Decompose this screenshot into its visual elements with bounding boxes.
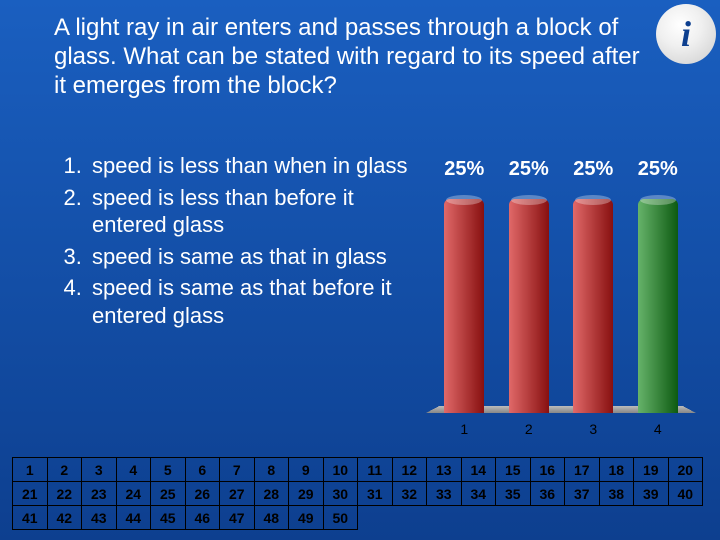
- responder-number-grid: 1234567891011121314151617181920212223242…: [12, 457, 703, 530]
- responder-cell[interactable]: 34: [461, 482, 496, 506]
- responder-cell[interactable]: 13: [427, 458, 462, 482]
- chart-percent-label: 25%: [509, 158, 549, 181]
- response-bar-chart: 25% 25% 25% 25% 1234: [432, 158, 690, 418]
- responder-cell[interactable]: 24: [116, 482, 151, 506]
- responder-cell[interactable]: 48: [254, 506, 289, 530]
- grid-empty: [358, 506, 393, 530]
- responder-cell[interactable]: 18: [599, 458, 634, 482]
- responder-cell[interactable]: 1: [13, 458, 48, 482]
- responder-cell[interactable]: 17: [565, 458, 600, 482]
- responder-cell[interactable]: 12: [392, 458, 427, 482]
- responder-cell[interactable]: 25: [151, 482, 186, 506]
- responder-cell[interactable]: 31: [358, 482, 393, 506]
- grid-empty: [565, 506, 600, 530]
- responder-cell[interactable]: 21: [13, 482, 48, 506]
- responder-cell[interactable]: 20: [668, 458, 703, 482]
- responder-cell[interactable]: 40: [668, 482, 703, 506]
- responder-cell[interactable]: 9: [289, 458, 324, 482]
- question-text: A light ray in air enters and passes thr…: [54, 14, 640, 100]
- responder-cell[interactable]: 49: [289, 506, 324, 530]
- grid-empty: [461, 506, 496, 530]
- responder-cell[interactable]: 22: [47, 482, 82, 506]
- responder-cell[interactable]: 38: [599, 482, 634, 506]
- answer-option[interactable]: speed is same as that before it entered …: [88, 274, 422, 329]
- responder-cell[interactable]: 41: [13, 506, 48, 530]
- chart-x-label: 3: [573, 421, 613, 437]
- answer-list: speed is less than when in glass speed is…: [54, 152, 422, 333]
- responder-cell[interactable]: 4: [116, 458, 151, 482]
- responder-cell[interactable]: 3: [82, 458, 117, 482]
- grid-empty: [496, 506, 531, 530]
- responder-cell[interactable]: 50: [323, 506, 358, 530]
- responder-cell[interactable]: 47: [220, 506, 255, 530]
- responder-cell[interactable]: 27: [220, 482, 255, 506]
- responder-cell[interactable]: 7: [220, 458, 255, 482]
- responder-cell[interactable]: 35: [496, 482, 531, 506]
- answer-option[interactable]: speed is less than before it entered gla…: [88, 184, 422, 239]
- grid-empty: [599, 506, 634, 530]
- responder-cell[interactable]: 23: [82, 482, 117, 506]
- chart-x-label: 2: [509, 421, 549, 437]
- grid-empty: [530, 506, 565, 530]
- chart-bar: 2: [509, 199, 549, 413]
- responder-cell[interactable]: 43: [82, 506, 117, 530]
- responder-cell[interactable]: 19: [634, 458, 669, 482]
- responder-cell[interactable]: 11: [358, 458, 393, 482]
- chart-percent-label: 25%: [638, 158, 678, 181]
- chart-bar: 3: [573, 199, 613, 413]
- chart-percent-label: 25%: [573, 158, 613, 181]
- responder-cell[interactable]: 44: [116, 506, 151, 530]
- responder-cell[interactable]: 45: [151, 506, 186, 530]
- grid-empty: [668, 506, 703, 530]
- chart-x-label: 4: [638, 421, 678, 437]
- chart-bar: 4: [638, 199, 678, 413]
- answer-option[interactable]: speed is same as that in glass: [88, 243, 422, 271]
- responder-cell[interactable]: 14: [461, 458, 496, 482]
- responder-cell[interactable]: 36: [530, 482, 565, 506]
- grid-empty: [427, 506, 462, 530]
- chart-x-label: 1: [444, 421, 484, 437]
- responder-cell[interactable]: 30: [323, 482, 358, 506]
- responder-cell[interactable]: 5: [151, 458, 186, 482]
- responder-cell[interactable]: 6: [185, 458, 220, 482]
- responder-cell[interactable]: 42: [47, 506, 82, 530]
- answer-option[interactable]: speed is less than when in glass: [88, 152, 422, 180]
- chart-percent-label: 25%: [444, 158, 484, 181]
- responder-cell[interactable]: 32: [392, 482, 427, 506]
- info-logo-icon: i: [656, 4, 716, 64]
- chart-bar: 1: [444, 199, 484, 413]
- responder-cell[interactable]: 2: [47, 458, 82, 482]
- grid-empty: [634, 506, 669, 530]
- responder-cell[interactable]: 8: [254, 458, 289, 482]
- responder-cell[interactable]: 39: [634, 482, 669, 506]
- responder-cell[interactable]: 29: [289, 482, 324, 506]
- responder-cell[interactable]: 15: [496, 458, 531, 482]
- responder-cell[interactable]: 28: [254, 482, 289, 506]
- responder-cell[interactable]: 37: [565, 482, 600, 506]
- responder-cell[interactable]: 10: [323, 458, 358, 482]
- responder-cell[interactable]: 26: [185, 482, 220, 506]
- responder-cell[interactable]: 46: [185, 506, 220, 530]
- responder-cell[interactable]: 16: [530, 458, 565, 482]
- responder-cell[interactable]: 33: [427, 482, 462, 506]
- grid-empty: [392, 506, 427, 530]
